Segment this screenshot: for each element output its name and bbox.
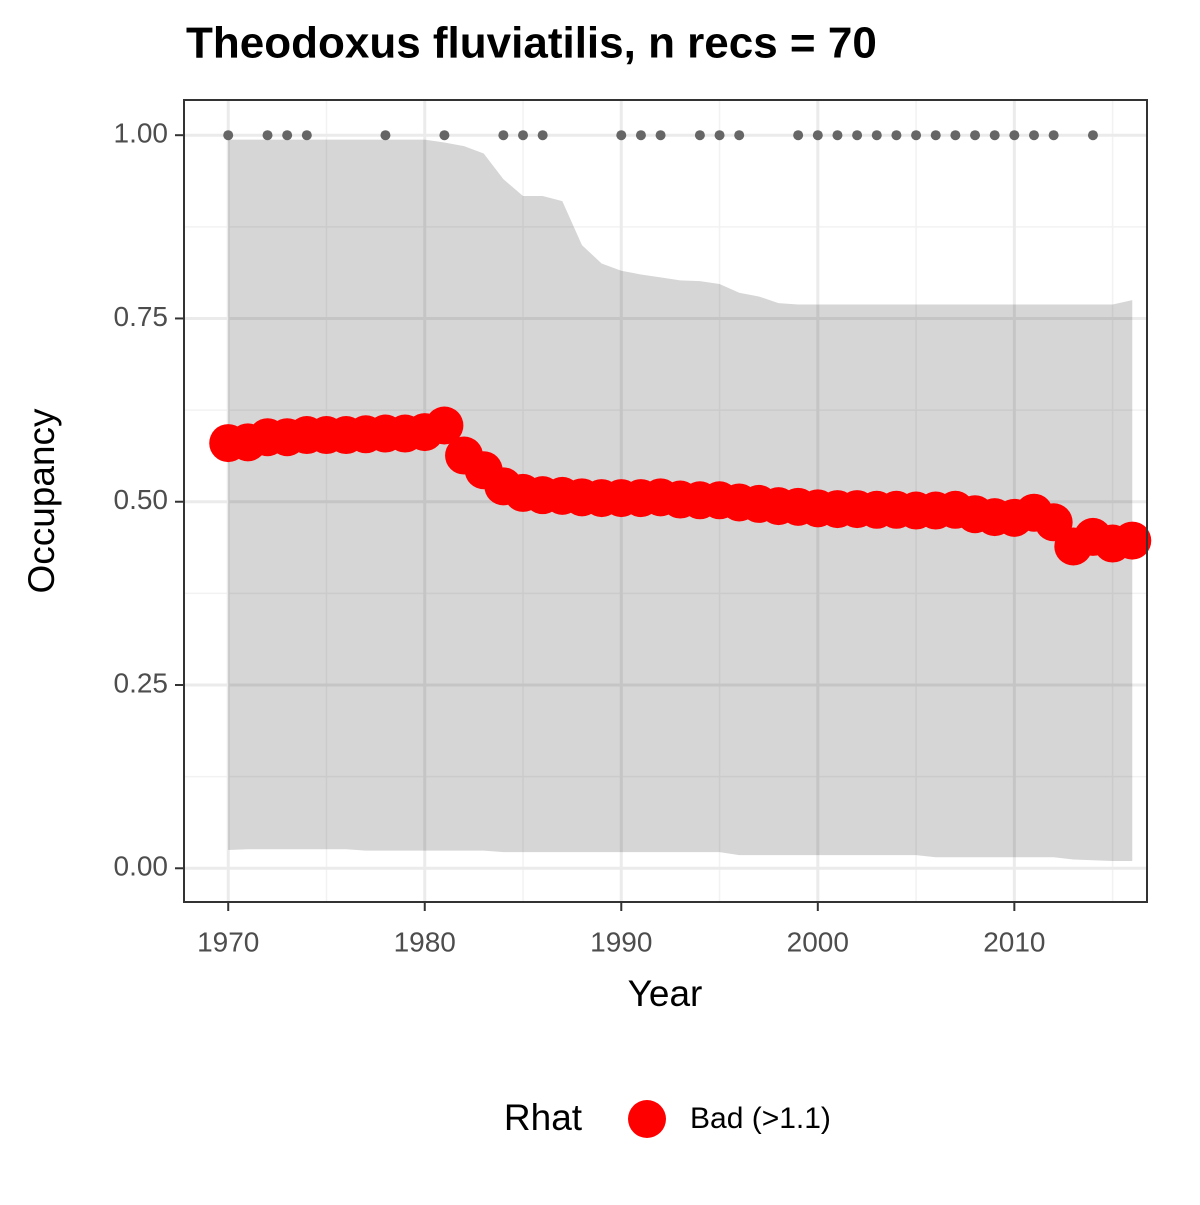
x-tick-label: 1980 xyxy=(394,926,456,957)
legend-key xyxy=(628,1100,666,1138)
detection-point xyxy=(950,130,961,141)
occupancy-point xyxy=(1113,521,1152,560)
detection-point xyxy=(439,130,450,141)
occupancy-point xyxy=(425,406,464,445)
detection-point xyxy=(380,130,391,141)
detection-point xyxy=(852,130,863,141)
detection-point xyxy=(223,130,234,141)
detection-point xyxy=(635,130,646,141)
detection-point xyxy=(911,130,922,141)
y-tick-label: 0.50 xyxy=(114,484,169,515)
detection-point xyxy=(1087,130,1098,141)
detection-point xyxy=(1028,130,1039,141)
y-tick-label: 0.75 xyxy=(114,301,169,332)
detection-point xyxy=(734,130,745,141)
detection-point xyxy=(930,130,941,141)
detection-point xyxy=(812,130,823,141)
legend-title: Rhat xyxy=(504,1097,583,1138)
x-tick-label: 2010 xyxy=(983,926,1045,957)
detection-point xyxy=(793,130,804,141)
y-axis-label: Occupancy xyxy=(21,408,62,594)
detection-point xyxy=(891,130,902,141)
x-tick-label: 2000 xyxy=(787,926,849,957)
y-tick-label: 0.25 xyxy=(114,667,169,698)
detection-point xyxy=(714,130,725,141)
detection-point xyxy=(518,130,529,141)
chart-title: Theodoxus fluviatilis, n recs = 70 xyxy=(186,19,877,68)
y-tick-label: 0.00 xyxy=(114,851,169,882)
detection-point xyxy=(282,130,293,141)
panel-border xyxy=(183,99,1148,903)
x-tick-label: 1970 xyxy=(197,926,259,957)
detection-point xyxy=(537,130,548,141)
legend-label: Bad (>1.1) xyxy=(690,1102,831,1135)
x-tick-label: 1990 xyxy=(590,926,652,957)
detection-point xyxy=(970,130,981,141)
detection-point xyxy=(989,130,1000,141)
detection-point xyxy=(832,130,843,141)
detection-point xyxy=(262,130,273,141)
detection-point xyxy=(871,130,882,141)
detection-point xyxy=(498,130,509,141)
detection-point xyxy=(616,130,627,141)
detection-point xyxy=(1009,130,1020,141)
y-tick-label: 1.00 xyxy=(114,118,169,149)
detection-point xyxy=(1048,130,1059,141)
detection-point xyxy=(301,130,312,141)
detection-point xyxy=(655,130,666,141)
x-axis-label: Year xyxy=(628,973,703,1014)
detection-point xyxy=(694,130,705,141)
